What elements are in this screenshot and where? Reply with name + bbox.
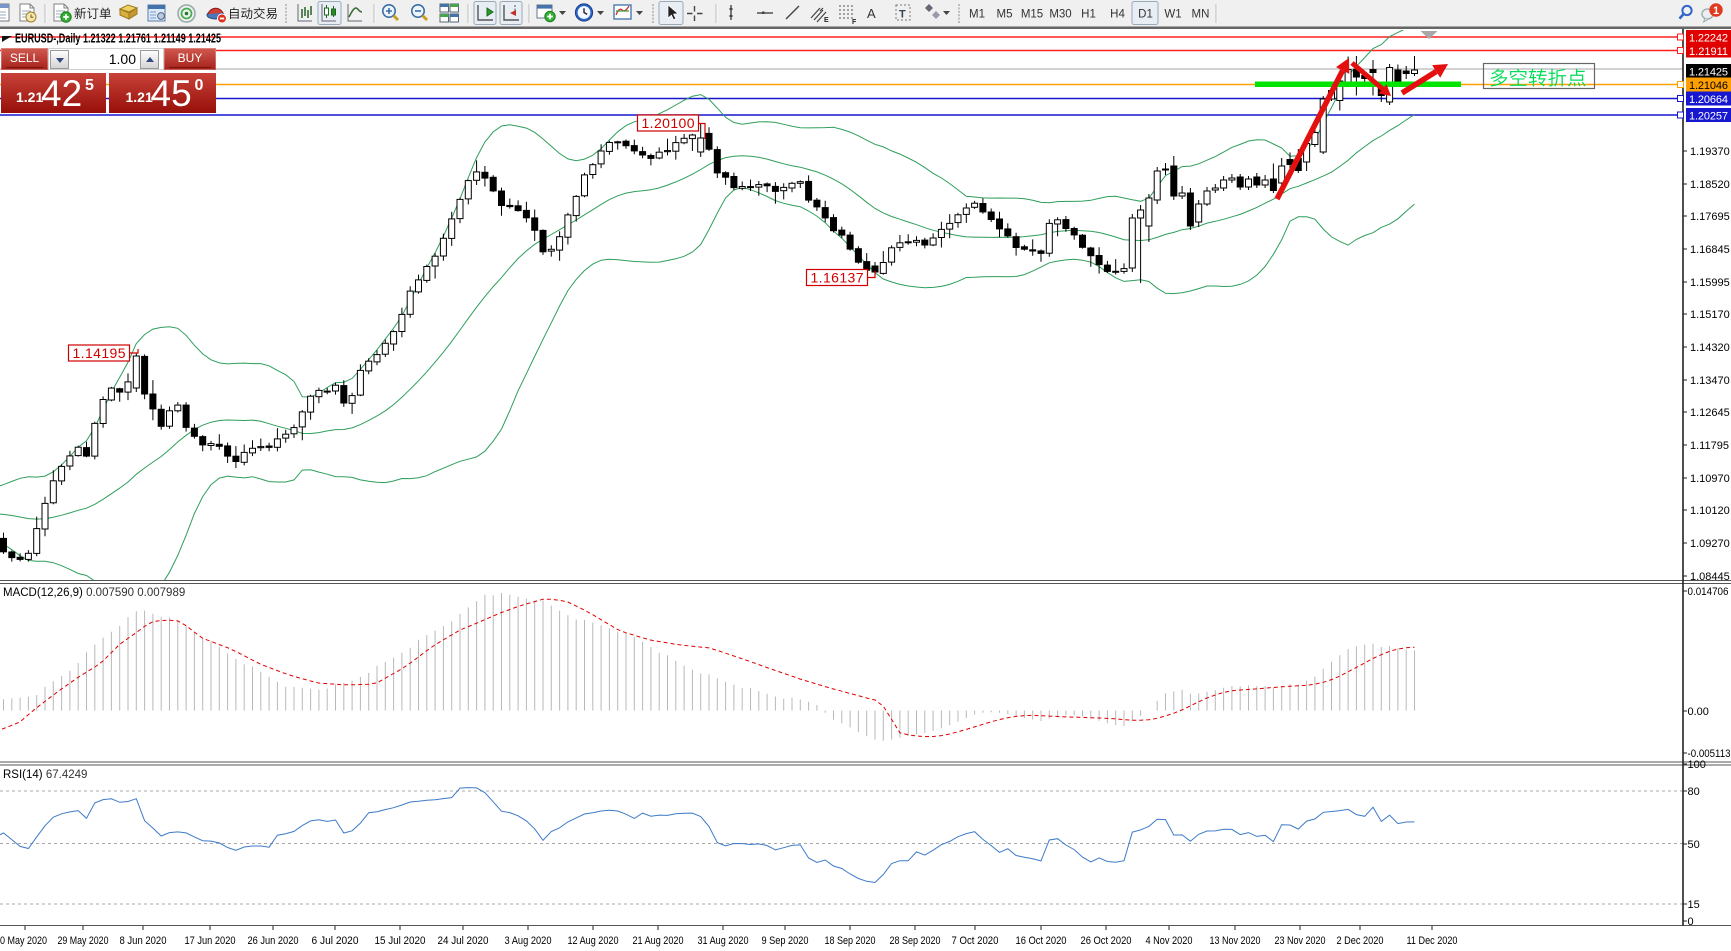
svg-text:13 Nov 2020: 13 Nov 2020 [1210, 935, 1261, 947]
svg-text:15: 15 [1688, 899, 1700, 911]
svg-text:18 Sep 2020: 18 Sep 2020 [825, 935, 876, 947]
svg-text:F: F [852, 19, 857, 26]
svg-text:6 Jul 2020: 6 Jul 2020 [312, 935, 359, 947]
svg-text:-0.005113: -0.005113 [1688, 748, 1731, 760]
svg-text:0.00: 0.00 [1688, 706, 1709, 718]
svg-text:0 May 2020: 0 May 2020 [0, 935, 47, 947]
svg-text:0: 0 [1688, 916, 1694, 928]
svg-text:26 Oct 2020: 26 Oct 2020 [1081, 935, 1132, 947]
svg-text:MN: MN [1192, 9, 1210, 21]
svg-text:9 Sep 2020: 9 Sep 2020 [762, 935, 809, 947]
svg-text:1.21425: 1.21425 [1689, 67, 1728, 79]
svg-text:1.14320: 1.14320 [1690, 342, 1730, 354]
svg-text:EURUSD-,Daily 1.21322 1.21761: EURUSD-,Daily 1.21322 1.21761 1.21149 1.… [15, 31, 221, 46]
svg-text:24 Jul 2020: 24 Jul 2020 [438, 935, 489, 947]
svg-text:31 Aug 2020: 31 Aug 2020 [698, 935, 749, 947]
svg-text:1.11795: 1.11795 [1690, 440, 1729, 452]
svg-text:E: E [824, 17, 829, 24]
svg-text:1.12645: 1.12645 [1690, 407, 1730, 419]
svg-text:RSI(14) 67.4249: RSI(14) 67.4249 [3, 769, 87, 781]
svg-text:1.09270: 1.09270 [1690, 538, 1730, 550]
svg-text:2 Dec 2020: 2 Dec 2020 [1337, 935, 1384, 947]
svg-text:26 Jun 2020: 26 Jun 2020 [248, 935, 299, 947]
svg-text:1: 1 [1713, 5, 1719, 17]
svg-text:MACD(12,26,9) 0.007590 0.00798: MACD(12,26,9) 0.007590 0.007989 [3, 587, 185, 599]
svg-text:M1: M1 [969, 9, 985, 21]
svg-text:1.21911: 1.21911 [1689, 46, 1728, 58]
svg-text:A: A [867, 6, 876, 21]
svg-text:1.16845: 1.16845 [1690, 244, 1730, 256]
svg-text:1.10970: 1.10970 [1690, 473, 1730, 485]
svg-text:28 Sep 2020: 28 Sep 2020 [890, 935, 941, 947]
svg-text:1.13470: 1.13470 [1690, 375, 1730, 387]
svg-text:4 Nov 2020: 4 Nov 2020 [1146, 935, 1193, 947]
svg-text:1.18520: 1.18520 [1690, 179, 1730, 191]
svg-text:1.20100: 1.20100 [642, 115, 695, 131]
svg-text:50: 50 [1688, 839, 1700, 851]
svg-text:1.20257: 1.20257 [1689, 111, 1728, 123]
svg-text:H4: H4 [1110, 9, 1125, 21]
svg-text:16 Oct 2020: 16 Oct 2020 [1016, 935, 1067, 947]
svg-text:W1: W1 [1164, 9, 1181, 21]
svg-text:1.14195: 1.14195 [73, 345, 126, 361]
svg-text:1.20664: 1.20664 [1689, 94, 1728, 106]
svg-text:21 Aug 2020: 21 Aug 2020 [633, 935, 684, 947]
svg-text:M5: M5 [997, 9, 1013, 21]
svg-text:1.21046: 1.21046 [1689, 80, 1728, 92]
svg-text:1.15995: 1.15995 [1690, 277, 1730, 289]
svg-text:1.16137: 1.16137 [811, 270, 864, 286]
svg-text:8 Jun 2020: 8 Jun 2020 [120, 935, 167, 947]
svg-text:H1: H1 [1081, 9, 1096, 21]
svg-text:0.014706: 0.014706 [1688, 586, 1729, 598]
svg-text:1.17695: 1.17695 [1690, 211, 1730, 223]
svg-text:D1: D1 [1138, 9, 1153, 21]
svg-text:17 Jun 2020: 17 Jun 2020 [185, 935, 236, 947]
svg-text:1.19370: 1.19370 [1690, 146, 1730, 158]
svg-text:7 Oct 2020: 7 Oct 2020 [952, 935, 999, 947]
svg-text:M15: M15 [1021, 9, 1043, 21]
svg-text:12 Aug 2020: 12 Aug 2020 [568, 935, 619, 947]
svg-text:11 Dec 2020: 11 Dec 2020 [1407, 935, 1458, 947]
svg-text:100: 100 [1688, 759, 1706, 771]
svg-text:15 Jul 2020: 15 Jul 2020 [375, 935, 426, 947]
svg-text:1.15170: 1.15170 [1690, 309, 1730, 321]
svg-text:T: T [899, 9, 906, 21]
svg-text:80: 80 [1688, 786, 1700, 798]
svg-text:23 Nov 2020: 23 Nov 2020 [1275, 935, 1326, 947]
svg-text:1.08445: 1.08445 [1690, 571, 1730, 583]
svg-text:3 Aug 2020: 3 Aug 2020 [505, 935, 552, 947]
svg-text:1.10120: 1.10120 [1690, 505, 1730, 517]
svg-text:29 May 2020: 29 May 2020 [58, 935, 109, 947]
svg-text:1.22242: 1.22242 [1689, 33, 1728, 45]
svg-text:M30: M30 [1049, 9, 1071, 21]
